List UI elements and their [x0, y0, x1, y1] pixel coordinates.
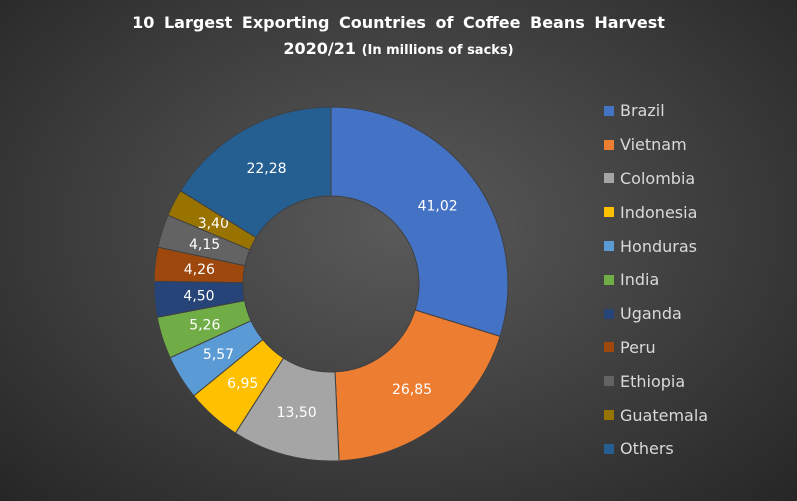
- slice-vietnam: [334, 309, 501, 462]
- chart-title-season: 2020/21: [283, 39, 356, 58]
- slice-brazil: [330, 106, 509, 337]
- chart-title-second-line: 2020/21 (In millions of sacks): [0, 36, 797, 64]
- legend-item-uganda: Uganda: [604, 297, 708, 331]
- chart-legend: Brazil Vietnam Colombia Indonesia Honduras In…: [604, 94, 708, 466]
- legend-item-vietnam: Vietnam: [604, 128, 708, 162]
- legend-label-honduras: Honduras: [620, 236, 697, 256]
- legend-swatch-peru: [604, 342, 614, 353]
- legend-swatch-india: [604, 274, 614, 285]
- legend-swatch-honduras: [604, 241, 614, 252]
- slice-others: [179, 106, 332, 239]
- legend-item-indonesia: Indonesia: [604, 195, 708, 229]
- data-label-peru: 4,26: [184, 262, 215, 278]
- data-label-ethiopia: 4,15: [189, 237, 220, 253]
- legend-label-india: India: [620, 270, 660, 290]
- legend-swatch-vietnam: [604, 139, 614, 150]
- data-label-uganda: 4,50: [183, 288, 214, 304]
- data-label-vietnam: 26,85: [392, 382, 432, 398]
- data-label-colombia: 13,50: [277, 405, 317, 421]
- legend-item-honduras: Honduras: [604, 229, 708, 263]
- chart-subtitle: (In millions of sacks): [361, 43, 514, 58]
- legend-item-india: India: [604, 263, 708, 297]
- legend-swatch-others: [604, 443, 614, 454]
- legend-label-vietnam: Vietnam: [620, 135, 687, 155]
- legend-label-brazil: Brazil: [620, 101, 665, 121]
- legend-item-ethiopia: Ethiopia: [604, 364, 708, 398]
- legend-label-others: Others: [620, 439, 674, 459]
- data-label-honduras: 5,57: [203, 347, 234, 363]
- legend-label-peru: Peru: [620, 337, 656, 357]
- legend-swatch-colombia: [604, 173, 614, 184]
- legend-item-guatemala: Guatemala: [604, 398, 708, 432]
- data-label-indonesia: 6,95: [227, 376, 258, 392]
- legend-swatch-brazil: [604, 105, 614, 116]
- legend-label-colombia: Colombia: [620, 168, 696, 188]
- legend-label-uganda: Uganda: [620, 304, 682, 324]
- chart-title: 10 Largest Exporting Countries of Coffee…: [0, 10, 797, 64]
- legend-label-guatemala: Guatemala: [620, 405, 709, 425]
- legend-label-indonesia: Indonesia: [620, 202, 698, 222]
- chart-title-main: 10 Largest Exporting Countries of Coffee…: [132, 13, 665, 32]
- legend-swatch-guatemala: [604, 410, 614, 421]
- data-label-india: 5,26: [189, 317, 220, 333]
- legend-item-colombia: Colombia: [604, 162, 708, 196]
- data-label-brazil: 41,02: [418, 198, 458, 214]
- legend-swatch-ethiopia: [604, 376, 614, 387]
- legend-item-brazil: Brazil: [604, 94, 708, 128]
- legend-swatch-uganda: [604, 308, 614, 319]
- legend-label-ethiopia: Ethiopia: [620, 371, 686, 391]
- legend-swatch-indonesia: [604, 207, 614, 218]
- data-label-guatemala: 3,40: [198, 216, 229, 232]
- legend-item-others: Others: [604, 432, 708, 466]
- legend-item-peru: Peru: [604, 331, 708, 365]
- data-label-others: 22,28: [246, 161, 286, 177]
